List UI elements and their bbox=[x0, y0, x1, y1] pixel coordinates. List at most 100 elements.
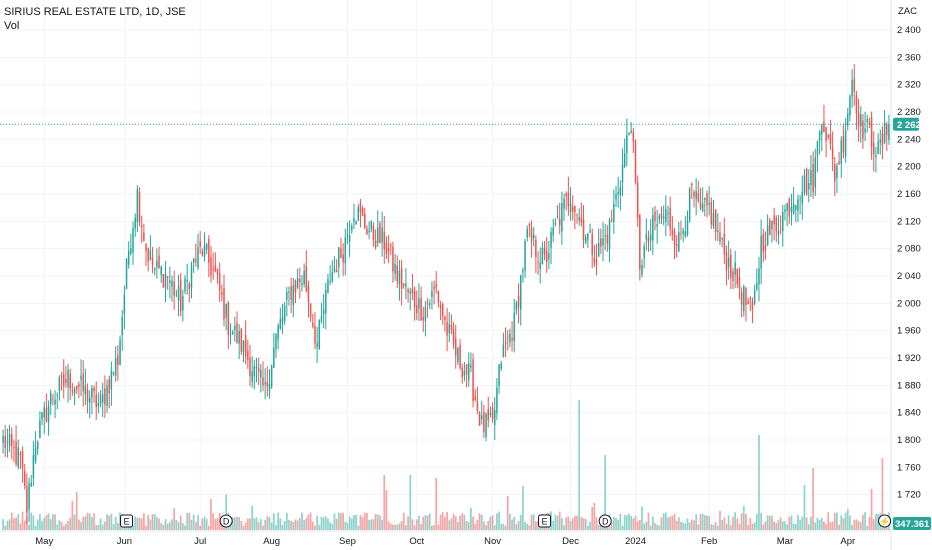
volume-bar bbox=[407, 516, 409, 530]
candle-body bbox=[240, 328, 243, 352]
candle-body bbox=[17, 447, 20, 468]
volume-bar bbox=[788, 516, 791, 530]
volume-bar bbox=[801, 516, 804, 530]
candle-body bbox=[879, 139, 882, 143]
volume-bar bbox=[296, 520, 299, 530]
candle-body bbox=[617, 192, 619, 195]
candle-body bbox=[424, 306, 427, 321]
volume-bar bbox=[197, 515, 199, 530]
volume-bar bbox=[428, 513, 431, 530]
volume-bar bbox=[23, 520, 26, 530]
volume-bar bbox=[153, 514, 156, 530]
candle-body bbox=[623, 153, 626, 167]
candle-body bbox=[641, 264, 643, 275]
volume-bar bbox=[766, 515, 769, 530]
candle-body bbox=[584, 237, 587, 243]
volume-bar bbox=[240, 520, 243, 530]
volume-bar bbox=[480, 514, 483, 530]
candle-body bbox=[877, 141, 879, 154]
candle-body bbox=[574, 206, 576, 213]
candle-body bbox=[465, 364, 468, 375]
candle-body bbox=[756, 282, 758, 290]
candle-body bbox=[829, 134, 832, 145]
candle-body bbox=[114, 358, 117, 376]
event-markers: E D E D ⚡ bbox=[120, 514, 892, 528]
volume-bar bbox=[233, 517, 236, 530]
volume-bar bbox=[554, 514, 557, 530]
candle-body bbox=[535, 239, 537, 257]
volume-bar bbox=[199, 525, 202, 530]
volume-bar bbox=[643, 523, 646, 530]
candle-body bbox=[821, 125, 823, 135]
volume-bar bbox=[719, 510, 721, 530]
candle-body bbox=[686, 220, 689, 235]
dividend-marker[interactable] bbox=[219, 514, 233, 528]
candle-body bbox=[153, 268, 156, 270]
candle-body bbox=[851, 79, 853, 97]
candle-body bbox=[452, 328, 455, 344]
volume-bar bbox=[283, 520, 286, 530]
y-tick-label: 2 040 bbox=[897, 271, 921, 282]
candle-body bbox=[229, 334, 232, 336]
candle-body bbox=[331, 272, 334, 282]
volume-bar bbox=[630, 515, 633, 530]
candle-body bbox=[433, 286, 435, 290]
volume-bar bbox=[188, 512, 191, 530]
candle-body bbox=[312, 322, 314, 327]
candle-body bbox=[247, 351, 249, 360]
candle-body bbox=[214, 265, 217, 272]
candle-body bbox=[314, 325, 316, 344]
volume-bar bbox=[706, 515, 708, 530]
candle-body bbox=[175, 294, 178, 296]
volume-bar bbox=[647, 512, 650, 530]
candle-body bbox=[678, 232, 680, 252]
candle-body bbox=[747, 300, 749, 305]
volume-bar bbox=[470, 507, 472, 530]
candle-body bbox=[2, 435, 4, 443]
candle-body bbox=[136, 189, 139, 223]
x-tick-label: Feb bbox=[701, 536, 717, 547]
volume-bar bbox=[509, 513, 511, 530]
earnings-marker[interactable] bbox=[120, 514, 134, 528]
candle-body bbox=[587, 233, 589, 240]
volume-bar bbox=[114, 516, 117, 530]
earnings-marker[interactable] bbox=[538, 514, 552, 528]
volume-bar bbox=[680, 521, 682, 530]
volume-bar bbox=[253, 518, 256, 530]
volume-bar bbox=[515, 524, 518, 530]
candle-body bbox=[751, 301, 754, 310]
candle-body bbox=[251, 371, 253, 382]
volume-bar bbox=[402, 512, 405, 530]
candle-body bbox=[769, 220, 771, 236]
candle-body bbox=[799, 197, 801, 199]
candle-body bbox=[649, 234, 652, 241]
candle-body bbox=[730, 254, 732, 278]
candle-body bbox=[39, 420, 41, 439]
last-price-badge bbox=[893, 117, 919, 131]
dividend-marker[interactable] bbox=[598, 514, 612, 528]
volume-bar bbox=[734, 512, 737, 530]
volume-bar bbox=[669, 516, 672, 530]
volume-bar bbox=[264, 519, 267, 530]
candle-body bbox=[779, 228, 782, 230]
volume-bar bbox=[476, 519, 479, 530]
y-tick-label: 2 320 bbox=[897, 80, 921, 91]
time-axis[interactable]: May Jun Jul Aug Sep Oct Nov Dec 2024 Feb Mar Apr bbox=[35, 536, 855, 547]
volume-bar bbox=[277, 512, 280, 530]
candle-body bbox=[158, 255, 160, 269]
candle-body bbox=[149, 250, 152, 259]
candle-body bbox=[437, 290, 440, 303]
volume-bar bbox=[158, 518, 160, 530]
volume-bar bbox=[506, 496, 509, 530]
candle-body bbox=[537, 261, 539, 263]
candle-body bbox=[548, 253, 550, 260]
candle-body bbox=[372, 225, 375, 241]
volume-bar bbox=[459, 515, 461, 530]
dividend-marker[interactable] bbox=[878, 514, 892, 528]
volume-bar bbox=[99, 518, 102, 530]
volume-bar bbox=[288, 519, 290, 530]
candle-body bbox=[493, 410, 496, 425]
volume-bar bbox=[28, 524, 30, 530]
volume-bar bbox=[363, 512, 366, 530]
